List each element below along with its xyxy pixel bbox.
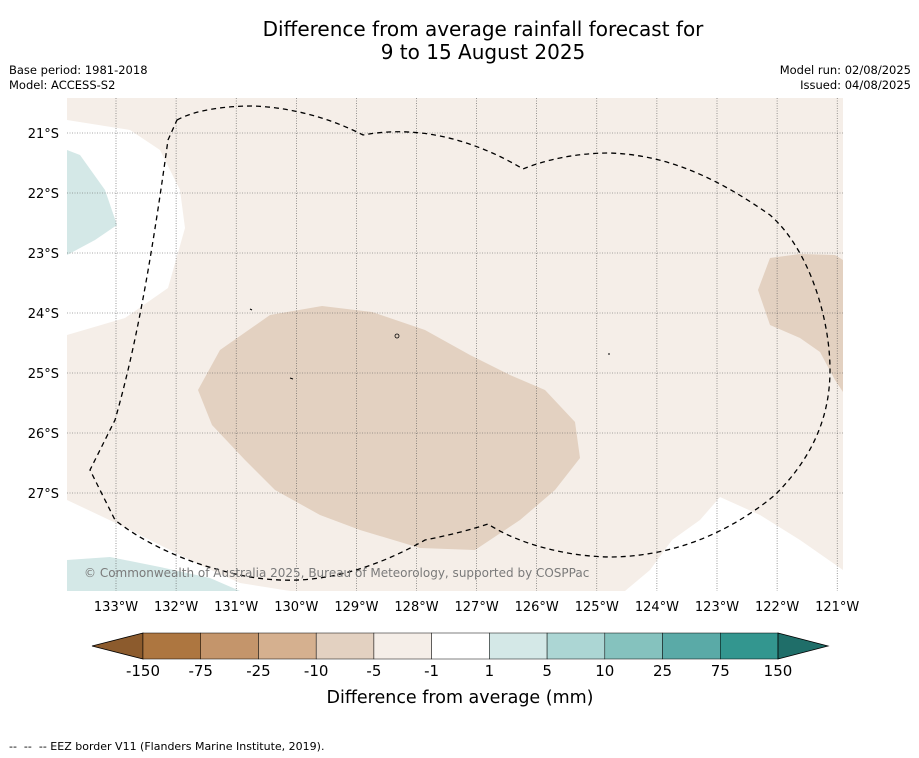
colorbar-tick-label: 150 [764, 662, 793, 680]
colorbar-tick-label: -75 [188, 662, 213, 680]
colorbar-extend-high [777, 632, 830, 660]
colorbar-cell [373, 632, 432, 660]
colorbar-tick-label: 5 [542, 662, 552, 680]
map-title: Difference from average rainfall forecas… [0, 18, 919, 64]
longitude-label: 127°W [455, 600, 499, 615]
longitude-label: 132°W [154, 600, 198, 615]
longitude-label: 125°W [575, 600, 619, 615]
colorbar-title: Difference from average (mm) [326, 688, 593, 708]
latitude-label: 25°S [28, 367, 59, 382]
colorbar-cell [258, 632, 317, 660]
colorbar-cell [546, 632, 606, 660]
latitude-label: 21°S [28, 127, 59, 142]
mid-tan-region-central [198, 306, 580, 550]
latitude-label: 24°S [28, 307, 59, 322]
colorbar: -150 -75 -25 -10 -5 -1 1 5 10 25 75 150 Difference … [91, 632, 830, 708]
colorbar-cell [604, 632, 663, 660]
base-period-text: Base period: 1981-2018 [9, 63, 148, 77]
model-run-text: Model run: 02/08/2025 [779, 63, 911, 77]
latitude-labels: 21°S 22°S 23°S 24°S 25°S 26°S 27°S [28, 127, 59, 502]
small-contour-marks [249, 308, 610, 380]
longitude-label: 133°W [94, 600, 138, 615]
issued-text: Issued: 04/08/2025 [800, 78, 911, 92]
colorbar-tick-label: -10 [304, 662, 329, 680]
colorbar-tick-label: 10 [595, 662, 614, 680]
title-line-1: Difference from average rainfall forecas… [262, 17, 704, 41]
mid-tan-region-east [758, 254, 843, 392]
colorbar-extend-low [91, 632, 144, 660]
latitude-label: 23°S [28, 247, 59, 262]
longitude-label: 124°W [635, 600, 679, 615]
colorbar-tick-label: 1 [485, 662, 495, 680]
latitude-label: 27°S [28, 487, 59, 502]
copyright-text: © Commonwealth of Australia 2025, Bureau… [84, 566, 589, 580]
colorbar-cell [720, 632, 779, 660]
longitude-label: 123°W [695, 600, 739, 615]
colorbar-tick-label: -5 [366, 662, 381, 680]
longitude-label: 130°W [274, 600, 318, 615]
run-info: Model run: 02/08/2025 Issued: 04/08/2025 [780, 63, 911, 93]
latitude-label: 26°S [28, 427, 59, 442]
latitude-label: 22°S [28, 187, 59, 202]
light-teal-region-south [67, 557, 240, 591]
longitude-label: 129°W [334, 600, 378, 615]
eez-border-line [89, 105, 831, 581]
eez-footnote: -- -- -- EEZ border V11 (Flanders Marine… [9, 740, 325, 753]
longitude-labels: 133°W 132°W 131°W 130°W 129°W 128°W 127°W 126°W… [94, 600, 860, 615]
colorbar-tick-label: -1 [424, 662, 439, 680]
colorbar-cell [315, 632, 375, 660]
colorbar-tick-label: 25 [653, 662, 672, 680]
light-teal-region-west [67, 150, 117, 255]
colorbar-cell [489, 632, 548, 660]
map-area: © Commonwealth of Australia 2025, Bureau… [67, 98, 843, 591]
colorbar-cell [431, 632, 490, 660]
colorbar-tick-label: 75 [711, 662, 730, 680]
model-info: Base period: 1981-2018 Model: ACCESS-S2 [9, 63, 148, 93]
longitude-label: 128°W [394, 600, 438, 615]
colorbar-cell [662, 632, 721, 660]
model-name-text: Model: ACCESS-S2 [9, 78, 116, 92]
colorbar-tick-labels: -150 -75 -25 -10 -5 -1 1 5 10 25 75 150 [126, 662, 792, 680]
colorbar-tick-label: -150 [126, 662, 160, 680]
graticule [67, 98, 843, 591]
colorbar-tick-label: -25 [246, 662, 271, 680]
colorbar-cell [200, 632, 259, 660]
longitude-label: 121°W [815, 600, 859, 615]
colorbar-cell [142, 632, 201, 660]
longitude-label: 122°W [755, 600, 799, 615]
title-line-2: 9 to 15 August 2025 [380, 40, 586, 64]
longitude-label: 131°W [214, 600, 258, 615]
colorbar-cells [91, 632, 830, 660]
longitude-label: 126°W [515, 600, 559, 615]
